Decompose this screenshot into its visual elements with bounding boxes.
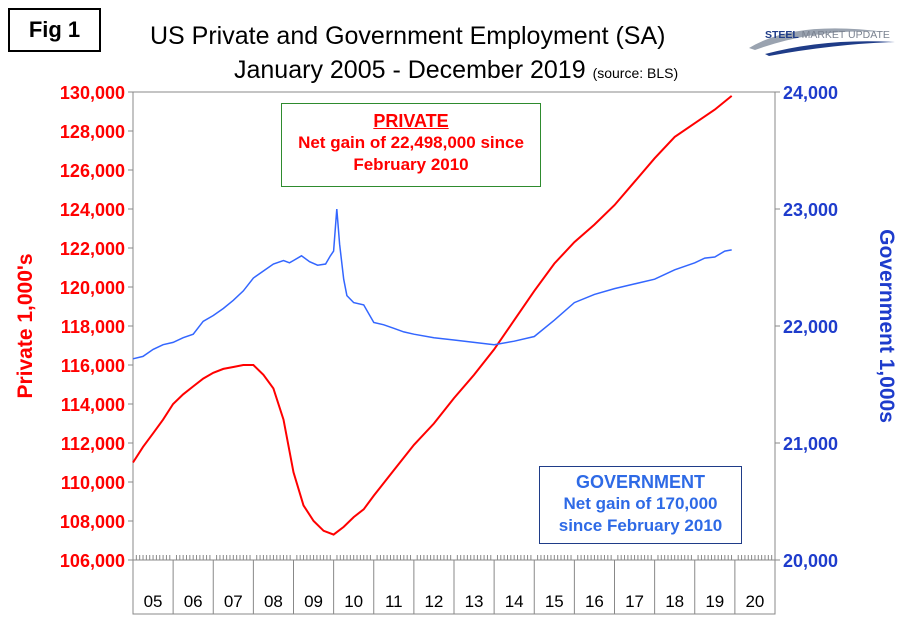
chart-subtitle: January 2005 - December 2019 (source: BL… [234,56,678,85]
y-tick-label-left: 120,000 [60,278,125,298]
annotation-government-line2: since February 2010 [558,516,723,535]
x-tick-label: 06 [184,592,203,611]
y-tick-label-left: 122,000 [60,239,125,259]
y-tick-label-left: 106,000 [60,551,125,571]
y-tick-label-left: 114,000 [61,395,125,415]
annotation-government: GOVERNMENT Net gain of 170,000 since Feb… [539,466,742,544]
y-tick-label-left: 130,000 [60,83,125,103]
annotation-private-line2: February 2010 [353,155,469,174]
x-tick-label: 18 [665,592,684,611]
source-note: (source: BLS) [592,65,679,81]
logo-word-market-update: MARKET UPDATE [801,29,890,41]
annotation-government-heading: GOVERNMENT [575,472,705,492]
x-tick-label: 20 [745,592,764,611]
y-tick-label-left: 126,000 [60,161,125,181]
chart-subtitle-text: January 2005 - December 2019 [234,56,586,84]
y-tick-label-left: 112,000 [61,434,125,454]
x-tick-label: 17 [625,592,644,611]
y-tick-label-left: 110,000 [61,473,125,493]
x-tick-label: 14 [505,592,524,611]
x-tick-label: 15 [545,592,564,611]
x-tick-label: 07 [224,592,243,611]
y-tick-label-left: 124,000 [60,200,125,220]
annotation-private-heading: PRIVATE [373,111,449,131]
y-tick-label-left: 118,000 [61,317,125,337]
y-tick-label-right: 24,000 [783,83,838,103]
logo-text: STEEL MARKET UPDATE [765,29,890,41]
y-tick-label-right: 20,000 [783,551,838,571]
x-tick-label: 05 [144,592,163,611]
y-tick-label-left: 128,000 [60,122,125,142]
y-tick-label-left: 108,000 [60,512,125,532]
x-tick-label: 12 [424,592,443,611]
series-line-private [132,95,733,536]
x-tick-label: 10 [344,592,363,611]
y-tick-label-right: 21,000 [783,434,838,454]
y-axis-label-right: Government 1,000s [875,229,898,423]
x-tick-label: 19 [705,592,724,611]
x-tick-label: 13 [465,592,484,611]
chart-title: US Private and Government Employment (SA… [150,22,666,50]
y-tick-label-right: 23,000 [783,200,838,220]
figure-label: Fig 1 [8,8,101,52]
y-axis-label-left: Private 1,000's [14,253,37,398]
series-line-government [132,208,732,360]
y-tick-label-right: 22,000 [783,317,838,337]
x-tick-label: 11 [385,592,403,611]
y-tick-label-left: 116,000 [61,356,125,376]
x-tick-label: 09 [304,592,323,611]
annotation-private-line1: Net gain of 22,498,000 since [298,133,524,152]
x-tick-label: 16 [585,592,604,611]
logo-word-steel: STEEL [765,29,799,41]
steel-market-update-swoosh-icon [749,28,895,56]
x-tick-label: 08 [264,592,283,611]
annotation-private: PRIVATE Net gain of 22,498,000 since Feb… [281,103,541,187]
annotation-government-line1: Net gain of 170,000 [563,494,718,513]
